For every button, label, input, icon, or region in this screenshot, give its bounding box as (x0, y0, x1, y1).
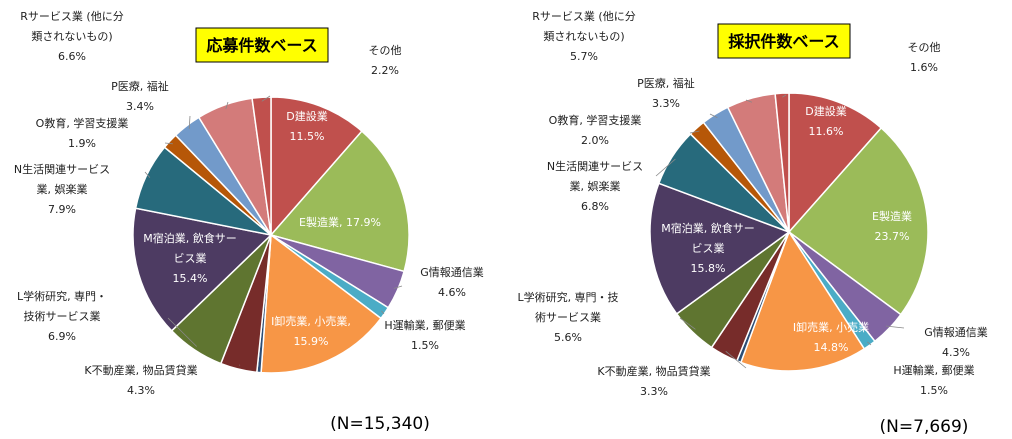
slice-label: O教育, 学習支援業 1.9% (36, 116, 129, 150)
sample-size-note: (N=15,340) (330, 414, 430, 434)
sample-size-note: (N=7,669) (880, 417, 969, 437)
leader-line (144, 171, 151, 178)
leader-line (679, 317, 696, 330)
pie-chart-applications-svg: 応募件数ベース D建設業 11.5% E製造業, 17.9% G情報通信業 4.6% H運… (14, 10, 484, 434)
slice-label: D建設業 11.6% (805, 104, 846, 138)
slice-label: Rサービス業 (他に分類されないもの) 6.6% (20, 10, 123, 63)
slice-label: G情報通信業 4.6% (420, 266, 484, 299)
leader-line (725, 350, 747, 369)
slice-label: H運輸業, 郵便業 1.5% (893, 363, 974, 397)
slice-label: E製造業 23.7% (872, 209, 912, 243)
pie-chart-applications: 応募件数ベース D建設業 11.5% E製造業, 17.9% G情報通信業 4.6% H運… (14, 10, 484, 434)
leader-line (167, 317, 197, 347)
slice-label: L学術研究, 専門・技術サービス業 5.6% (517, 290, 618, 344)
pie-slice (739, 230, 866, 372)
leader-line (655, 158, 676, 177)
pie-slice (787, 126, 929, 316)
chart-title: 応募件数ベース (206, 36, 317, 55)
leader-line (381, 310, 385, 315)
pie-slice (269, 130, 410, 273)
leader-line (225, 101, 229, 109)
slice-label: K不動産業, 物品賃貸業 3.3% (597, 364, 710, 398)
leader-line (709, 113, 718, 118)
slice-label: P医療, 福祉 3.4% (111, 79, 169, 113)
leader-line (885, 325, 905, 329)
pie-slice (788, 92, 883, 234)
slice-label: O教育, 学習支援業 2.0% (549, 113, 642, 147)
chart-title: 採択件数ベース (728, 32, 839, 51)
slice-label: その他 2.2% (369, 44, 402, 77)
slice-label: M宿泊業, 飲食サービス業 15.4% (143, 231, 236, 285)
pie-slices (649, 92, 929, 372)
leader-line (261, 95, 271, 102)
slice-labels: D建設業 11.6% E製造業 23.7% G情報通信業 4.3% H運輸業, 郵便業 1.5… (517, 10, 987, 398)
leader-line (164, 142, 173, 145)
slice-labels: D建設業 11.5% E製造業, 17.9% G情報通信業 4.6% H運輸業, 郵便業 1… (14, 10, 484, 397)
pie-slice (251, 96, 272, 236)
leader-line (393, 285, 403, 289)
slice-label: Rサービス業 (他に分類されないもの) 5.7% (532, 10, 635, 63)
slice-label: その他 1.6% (908, 41, 941, 74)
pie-chart-adoptions-svg: 採択件数ベース D建設業 11.6% E製造業 23.7% G情報通信業 4.3% H運輸業… (517, 10, 987, 437)
slice-label: G情報通信業 4.3% (924, 326, 988, 359)
slice-label: I卸売業, 小売業 14.8% (793, 320, 869, 354)
leader-line (188, 115, 191, 129)
pie-slices (132, 96, 410, 374)
slice-label: E製造業, 17.9% (299, 215, 381, 229)
pie-slice (132, 207, 273, 332)
pie-slice (774, 92, 790, 233)
slice-label: N生活関連サービス業, 娯楽業 6.8% (547, 159, 643, 213)
leader-lines (655, 94, 905, 369)
leader-lines (144, 95, 403, 366)
slice-label: P医療, 福祉 3.3% (637, 76, 695, 110)
pie-chart-adoptions: 採択件数ベース D建設業 11.6% E製造業 23.7% G情報通信業 4.3% H運輸業… (506, 0, 1012, 439)
leader-line (689, 130, 700, 134)
leader-line (867, 341, 872, 346)
slice-label: N生活関連サービス業, 娯楽業 7.9% (14, 162, 110, 216)
slice-label: H運輸業, 郵便業 1.5% (384, 318, 465, 352)
slice-label: L学術研究, 専門・技術サービス業 6.9% (17, 289, 107, 343)
pie-slice (649, 182, 791, 315)
chart-title-box: 応募件数ベース (195, 27, 329, 63)
slice-label: M宿泊業, 飲食サービス業 15.8% (661, 221, 754, 275)
slice-label: I卸売業, 小売業, 15.9% (271, 314, 351, 348)
chart-title-box: 採択件数ベース (717, 23, 851, 59)
pie-slice (260, 233, 383, 374)
slice-label: K不動産業, 物品賃貸業 4.3% (84, 363, 197, 397)
pie-slice (270, 96, 363, 237)
slice-label: D建設業 11.5% (286, 109, 327, 143)
leader-line (782, 94, 787, 98)
leader-line (745, 99, 753, 103)
